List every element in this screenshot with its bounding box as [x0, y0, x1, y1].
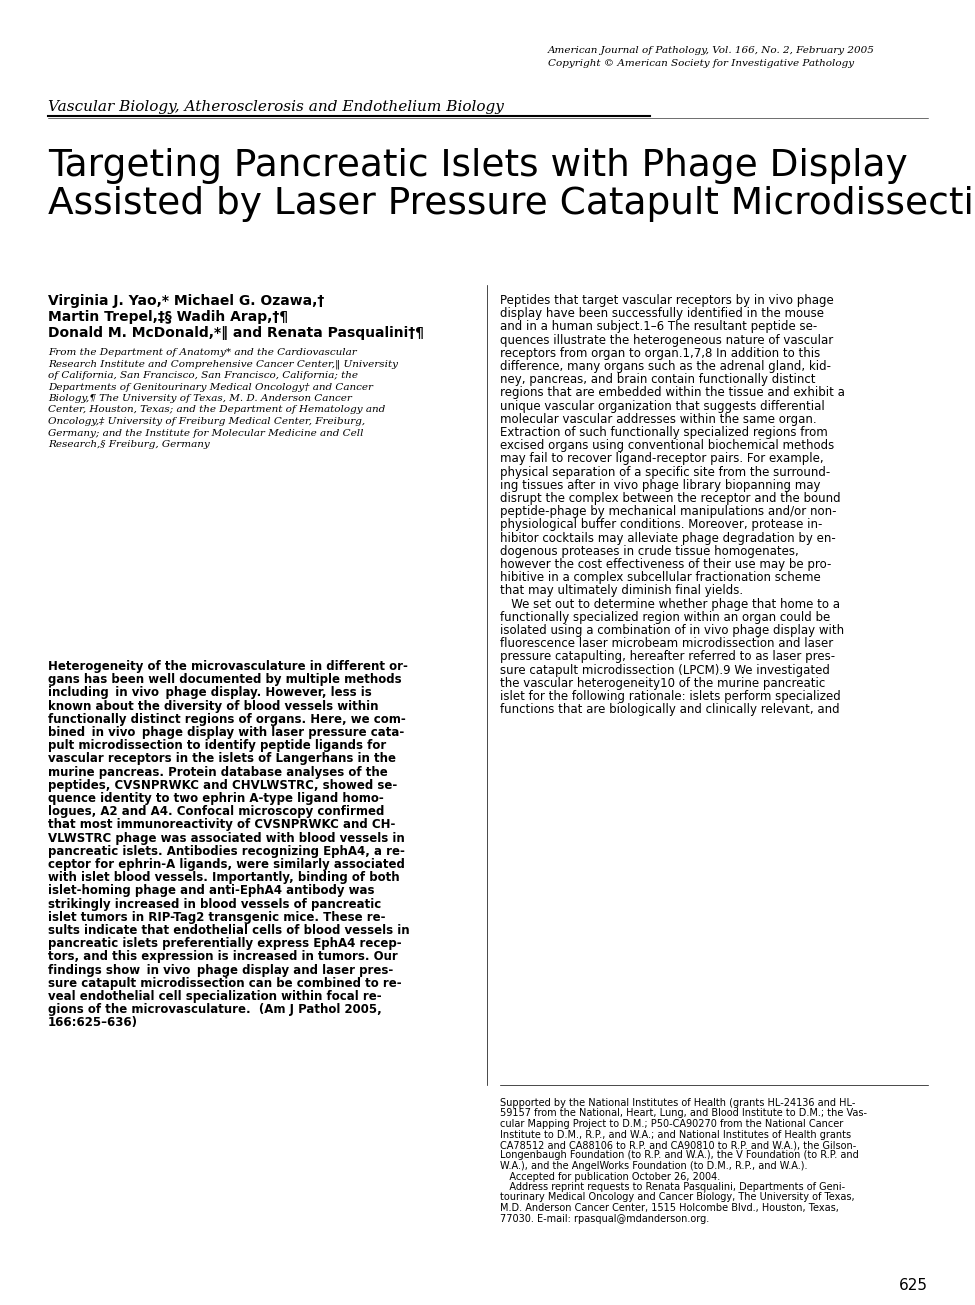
Text: molecular vascular addresses within the same organ.: molecular vascular addresses within the …: [500, 412, 817, 425]
Text: hibitor cocktails may alleviate phage degradation by en-: hibitor cocktails may alleviate phage de…: [500, 531, 836, 544]
Text: functionally distinct regions of organs. Here, we com-: functionally distinct regions of organs.…: [48, 713, 406, 726]
Text: strikingly increased in blood vessels of pancreatic: strikingly increased in blood vessels of…: [48, 898, 381, 911]
Text: islet for the following rationale: islets perform specialized: islet for the following rationale: islet…: [500, 690, 840, 703]
Text: peptides, CVSNPRWKC and CHVLWSTRC, showed se-: peptides, CVSNPRWKC and CHVLWSTRC, showe…: [48, 779, 397, 792]
Text: Center, Houston, Texas; and the Department of Hematology and: Center, Houston, Texas; and the Departme…: [48, 406, 385, 415]
Text: Research,§ Freiburg, Germany: Research,§ Freiburg, Germany: [48, 440, 210, 449]
Text: 77030. E-mail: rpasqual@mdanderson.org.: 77030. E-mail: rpasqual@mdanderson.org.: [500, 1214, 709, 1224]
Text: including  in vivo  phage display. However, less is: including in vivo phage display. However…: [48, 686, 371, 699]
Text: Copyright © American Society for Investigative Pathology: Copyright © American Society for Investi…: [548, 59, 854, 68]
Text: unique vascular organization that suggests differential: unique vascular organization that sugges…: [500, 399, 825, 412]
Text: and in a human subject.1–6 The resultant peptide se-: and in a human subject.1–6 The resultant…: [500, 321, 817, 333]
Text: sults indicate that endothelial cells of blood vessels in: sults indicate that endothelial cells of…: [48, 924, 410, 937]
Text: regions that are embedded within the tissue and exhibit a: regions that are embedded within the tis…: [500, 386, 845, 399]
Text: disrupt the complex between the receptor and the bound: disrupt the complex between the receptor…: [500, 492, 840, 505]
Text: M.D. Anderson Cancer Center, 1515 Holcombe Blvd., Houston, Texas,: M.D. Anderson Cancer Center, 1515 Holcom…: [500, 1203, 838, 1214]
Text: We set out to determine whether phage that home to a: We set out to determine whether phage th…: [500, 598, 840, 611]
Text: display have been successfully identified in the mouse: display have been successfully identifie…: [500, 307, 824, 320]
Text: ceptor for ephrin-A ligands, were similarly associated: ceptor for ephrin-A ligands, were simila…: [48, 857, 405, 870]
Text: Biology,¶ The University of Texas, M. D. Anderson Cancer: Biology,¶ The University of Texas, M. D.…: [48, 394, 352, 403]
Text: fluorescence laser microbeam microdissection and laser: fluorescence laser microbeam microdissec…: [500, 637, 834, 650]
Text: veal endothelial cell specialization within focal re-: veal endothelial cell specialization wit…: [48, 990, 381, 1004]
Text: Research Institute and Comprehensive Cancer Center,‖ University: Research Institute and Comprehensive Can…: [48, 359, 398, 369]
Text: pult microdissection to identify peptide ligands for: pult microdissection to identify peptide…: [48, 739, 386, 752]
Text: gans has been well documented by multiple methods: gans has been well documented by multipl…: [48, 673, 402, 686]
Text: islet-homing phage and anti-EphA4 antibody was: islet-homing phage and anti-EphA4 antibo…: [48, 885, 374, 898]
Text: Institute to D.M., R.P., and W.A.; and National Institutes of Health grants: Institute to D.M., R.P., and W.A.; and N…: [500, 1130, 851, 1139]
Text: that may ultimately diminish final yields.: that may ultimately diminish final yield…: [500, 585, 743, 598]
Text: findings show  in vivo  phage display and laser pres-: findings show in vivo phage display and …: [48, 963, 393, 976]
Text: tourinary Medical Oncology and Cancer Biology, The University of Texas,: tourinary Medical Oncology and Cancer Bi…: [500, 1193, 855, 1202]
Text: logues, A2 and A4. Confocal microscopy confirmed: logues, A2 and A4. Confocal microscopy c…: [48, 805, 384, 818]
Text: ney, pancreas, and brain contain functionally distinct: ney, pancreas, and brain contain functio…: [500, 373, 815, 386]
Text: Supported by the National Institutes of Health (grants HL-24136 and HL-: Supported by the National Institutes of …: [500, 1098, 855, 1108]
Text: gions of the microvasculature.  (Am J Pathol 2005,: gions of the microvasculature. (Am J Pat…: [48, 1004, 382, 1017]
Text: known about the diversity of blood vessels within: known about the diversity of blood vesse…: [48, 699, 378, 713]
Text: ing tissues after in vivo phage library biopanning may: ing tissues after in vivo phage library …: [500, 479, 821, 492]
Text: physiological buffer conditions. Moreover, protease in-: physiological buffer conditions. Moreove…: [500, 518, 822, 531]
Text: Germany; and the Institute for Molecular Medicine and Cell: Germany; and the Institute for Molecular…: [48, 428, 364, 437]
Text: Peptides that target vascular receptors by in vivo phage: Peptides that target vascular receptors …: [500, 294, 834, 307]
Text: physical separation of a specific site from the surround-: physical separation of a specific site f…: [500, 466, 831, 479]
Text: Address reprint requests to Renata Pasqualini, Departments of Geni-: Address reprint requests to Renata Pasqu…: [500, 1182, 845, 1191]
Text: sure catapult microdissection can be combined to re-: sure catapult microdissection can be com…: [48, 977, 402, 989]
Text: dogenous proteases in crude tissue homogenates,: dogenous proteases in crude tissue homog…: [500, 544, 799, 557]
Text: pancreatic islets preferentially express EphA4 recep-: pancreatic islets preferentially express…: [48, 937, 402, 950]
Text: Longenbaugh Foundation (to R.P. and W.A.), the V Foundation (to R.P. and: Longenbaugh Foundation (to R.P. and W.A.…: [500, 1151, 859, 1160]
Text: vascular receptors in the islets of Langerhans in the: vascular receptors in the islets of Lang…: [48, 753, 396, 766]
Text: isolated using a combination of in vivo phage display with: isolated using a combination of in vivo …: [500, 624, 844, 637]
Text: islet tumors in RIP-Tag2 transgenic mice. These re-: islet tumors in RIP-Tag2 transgenic mice…: [48, 911, 385, 924]
Text: 166:625–636): 166:625–636): [48, 1017, 138, 1030]
Text: functionally specialized region within an organ could be: functionally specialized region within a…: [500, 611, 831, 624]
Text: 625: 625: [899, 1278, 928, 1293]
Text: cular Mapping Project to D.M.; P50-CA90270 from the National Cancer: cular Mapping Project to D.M.; P50-CA902…: [500, 1118, 843, 1129]
Text: that most immunoreactivity of CVSNPRWKC and CH-: that most immunoreactivity of CVSNPRWKC …: [48, 818, 396, 831]
Text: functions that are biologically and clinically relevant, and: functions that are biologically and clin…: [500, 703, 839, 716]
Text: the vascular heterogeneity10 of the murine pancreatic: the vascular heterogeneity10 of the muri…: [500, 677, 825, 690]
Text: Assisted by Laser Pressure Catapult Microdissection: Assisted by Laser Pressure Catapult Micr…: [48, 187, 975, 222]
Text: pressure catapulting, hereafter referred to as laser pres-: pressure catapulting, hereafter referred…: [500, 650, 836, 663]
Text: quence identity to two ephrin A-type ligand homo-: quence identity to two ephrin A-type lig…: [48, 792, 384, 805]
Text: 59157 from the National, Heart, Lung, and Blood Institute to D.M.; the Vas-: 59157 from the National, Heart, Lung, an…: [500, 1108, 867, 1118]
Text: From the Department of Anatomy* and the Cardiovascular: From the Department of Anatomy* and the …: [48, 348, 357, 358]
Text: VLWSTRC phage was associated with blood vessels in: VLWSTRC phage was associated with blood …: [48, 831, 405, 844]
Text: tors, and this expression is increased in tumors. Our: tors, and this expression is increased i…: [48, 950, 398, 963]
Text: sure catapult microdissection (LPCM).9 We investigated: sure catapult microdissection (LPCM).9 W…: [500, 664, 830, 676]
Text: murine pancreas. Protein database analyses of the: murine pancreas. Protein database analys…: [48, 766, 388, 779]
Text: Oncology,‡ University of Freiburg Medical Center, Freiburg,: Oncology,‡ University of Freiburg Medica…: [48, 418, 365, 425]
Text: excised organs using conventional biochemical methods: excised organs using conventional bioche…: [500, 440, 835, 453]
Text: American Journal of Pathology, Vol. 166, No. 2, February 2005: American Journal of Pathology, Vol. 166,…: [548, 46, 875, 55]
Text: quences illustrate the heterogeneous nature of vascular: quences illustrate the heterogeneous nat…: [500, 334, 834, 347]
Text: Extraction of such functionally specialized regions from: Extraction of such functionally speciali…: [500, 425, 828, 438]
Text: Virginia J. Yao,* Michael G. Ozawa,†: Virginia J. Yao,* Michael G. Ozawa,†: [48, 294, 325, 308]
Text: pancreatic islets. Antibodies recognizing EphA4, a re-: pancreatic islets. Antibodies recognizin…: [48, 844, 405, 857]
Text: Vascular Biology, Atherosclerosis and Endothelium Biology: Vascular Biology, Atherosclerosis and En…: [48, 100, 504, 114]
Text: CA78512 and CA88106 to R.P. and CA90810 to R.P. and W.A.), the Gilson-: CA78512 and CA88106 to R.P. and CA90810 …: [500, 1141, 856, 1150]
Text: Accepted for publication October 26, 2004.: Accepted for publication October 26, 200…: [500, 1172, 721, 1181]
Text: Donald M. McDonald,*‖ and Renata Pasqualini†¶: Donald M. McDonald,*‖ and Renata Pasqual…: [48, 326, 424, 341]
Text: peptide-phage by mechanical manipulations and/or non-: peptide-phage by mechanical manipulation…: [500, 505, 837, 518]
Text: with islet blood vessels. Importantly, binding of both: with islet blood vessels. Importantly, b…: [48, 872, 400, 885]
Text: Martin Trepel,‡§ Wadih Arap,†¶: Martin Trepel,‡§ Wadih Arap,†¶: [48, 311, 289, 324]
Text: Departments of Genitourinary Medical Oncology† and Cancer: Departments of Genitourinary Medical Onc…: [48, 382, 373, 391]
Text: Heterogeneity of the microvasculature in different or-: Heterogeneity of the microvasculature in…: [48, 660, 408, 673]
Text: however the cost effectiveness of their use may be pro-: however the cost effectiveness of their …: [500, 559, 832, 572]
Text: bined  in vivo  phage display with laser pressure cata-: bined in vivo phage display with laser p…: [48, 726, 405, 739]
Text: W.A.), and the AngelWorks Foundation (to D.M., R.P., and W.A.).: W.A.), and the AngelWorks Foundation (to…: [500, 1161, 807, 1171]
Text: may fail to recover ligand-receptor pairs. For example,: may fail to recover ligand-receptor pair…: [500, 453, 824, 466]
Text: receptors from organ to organ.1,7,8 In addition to this: receptors from organ to organ.1,7,8 In a…: [500, 347, 820, 360]
Text: Targeting Pancreatic Islets with Phage Display: Targeting Pancreatic Islets with Phage D…: [48, 147, 908, 184]
Text: hibitive in a complex subcellular fractionation scheme: hibitive in a complex subcellular fracti…: [500, 572, 821, 585]
Text: of California, San Francisco, San Francisco, California; the: of California, San Francisco, San Franci…: [48, 371, 358, 380]
Text: difference, many organs such as the adrenal gland, kid-: difference, many organs such as the adre…: [500, 360, 831, 373]
